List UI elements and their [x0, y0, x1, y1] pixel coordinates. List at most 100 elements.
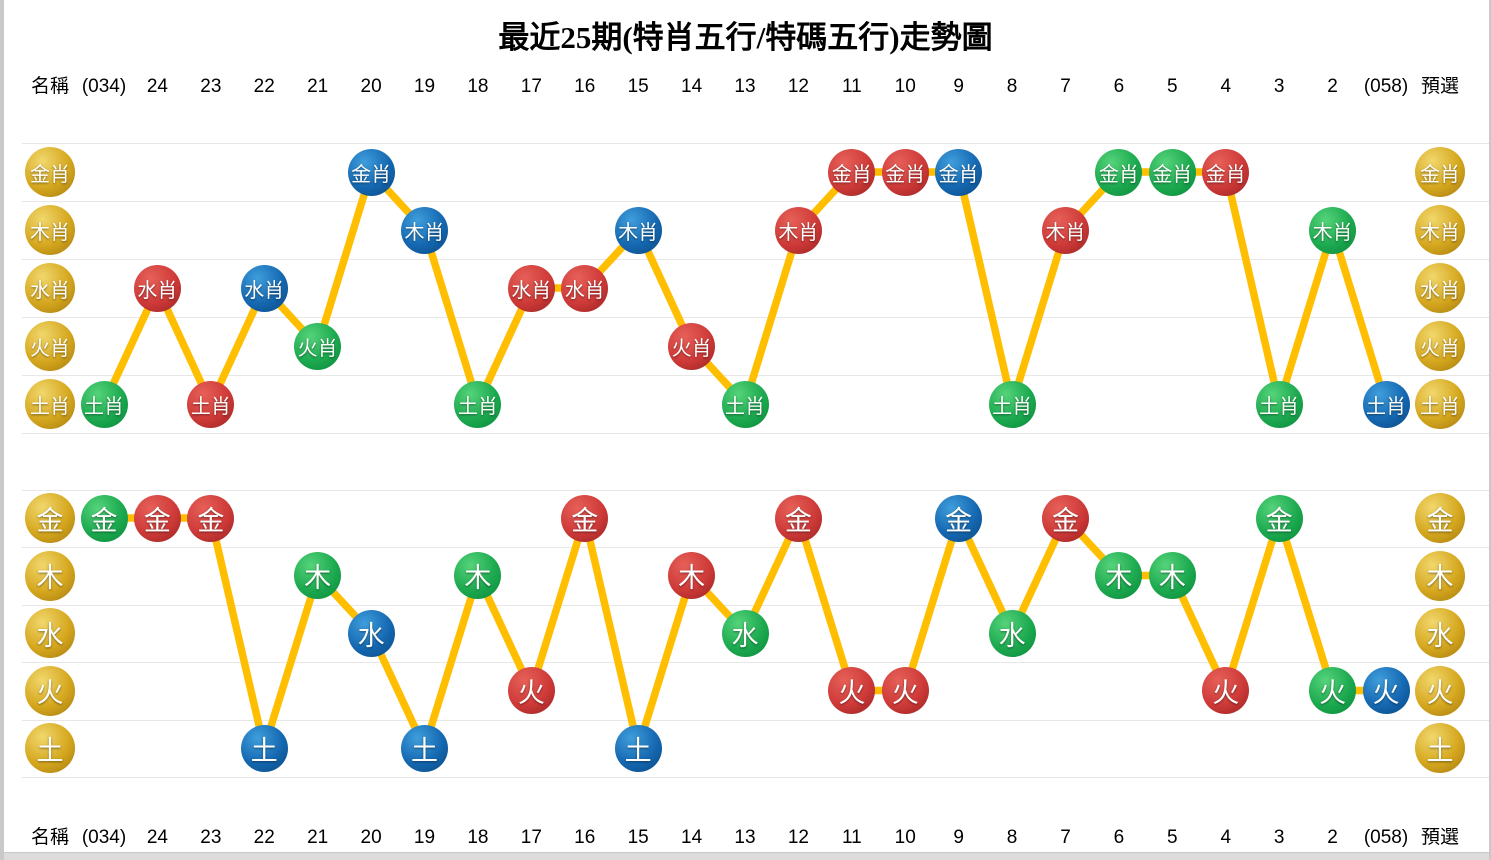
- data-point: 土肖: [721, 380, 769, 428]
- row-label-circle-right: 火: [1415, 665, 1465, 716]
- data-point: 水: [988, 609, 1036, 657]
- chart-gridline: [22, 433, 1489, 434]
- row-label-circle-right: 金肖: [1415, 147, 1465, 197]
- data-point: 木: [668, 552, 716, 599]
- period-label: 16: [574, 827, 596, 848]
- data-point: 木: [294, 552, 342, 599]
- period-label: 10: [894, 827, 916, 848]
- data-point: 木: [1148, 552, 1196, 599]
- period-label: 13: [734, 76, 756, 97]
- chart-gridline: [22, 143, 1489, 144]
- period-label: 12: [787, 827, 809, 848]
- data-point: 木: [454, 552, 502, 599]
- period-label: 19: [413, 827, 436, 848]
- chart-gridline: [22, 489, 1489, 491]
- period-label: 19: [413, 76, 436, 97]
- chart-gridline: [22, 259, 1489, 260]
- row-label-circle-right: 金: [1415, 493, 1465, 543]
- data-point: 火肖: [294, 322, 342, 370]
- left-window-edge: [0, 0, 4, 860]
- row-label-circle-right: 水: [1415, 608, 1465, 658]
- data-point: 土肖: [187, 380, 235, 428]
- footer-name-label: 名稱: [30, 827, 70, 848]
- data-point: 木肖: [1042, 206, 1089, 254]
- period-label: 5: [1167, 827, 1178, 848]
- data-point: 木肖: [614, 206, 662, 254]
- row-label-circle-left: 木: [25, 550, 75, 601]
- data-point: 水肖: [133, 264, 181, 312]
- period-label: 15: [627, 76, 649, 97]
- data-point: 金: [935, 494, 983, 542]
- row-label-circle-left: 火肖: [25, 321, 75, 371]
- data-point: 金肖: [347, 148, 395, 196]
- header-preselect-label: 預選: [1420, 76, 1460, 97]
- data-point: 火: [1202, 667, 1250, 714]
- period-label: 4: [1220, 76, 1232, 97]
- period-label: 14: [681, 76, 703, 97]
- period-label: 18: [467, 76, 489, 97]
- data-point: 金: [1255, 494, 1303, 542]
- row-label-circle-right: 木肖: [1415, 205, 1465, 255]
- period-label: 6: [1113, 76, 1125, 97]
- data-point: 火: [1309, 667, 1357, 714]
- data-point: 金: [80, 494, 128, 542]
- period-label: 17: [520, 827, 542, 848]
- data-point: 金: [187, 494, 235, 542]
- data-point: 火肖: [668, 322, 716, 370]
- data-point: 金肖: [935, 148, 983, 196]
- data-point: 金: [133, 494, 181, 542]
- period-label: 14: [681, 827, 703, 848]
- data-point: 金肖: [828, 148, 876, 196]
- period-label: 7: [1060, 76, 1071, 97]
- chart-gridline: [22, 719, 1489, 721]
- row-label-circle-left: 木肖: [25, 205, 75, 255]
- period-label: 21: [307, 76, 329, 97]
- period-label: 3: [1273, 76, 1285, 97]
- data-point: 土: [240, 724, 288, 772]
- period-label: 16: [574, 76, 596, 97]
- data-point: 金肖: [1148, 148, 1196, 196]
- footer-preselect-label: 預選: [1420, 827, 1460, 848]
- data-point: 木肖: [1309, 206, 1357, 254]
- row-label-circle-right: 土肖: [1415, 379, 1465, 429]
- period-label: 20: [360, 827, 382, 848]
- period-label: 13: [734, 827, 756, 848]
- row-label-circle-left: 金: [25, 493, 75, 543]
- period-label: 3: [1273, 827, 1285, 848]
- row-label-circle-right: 土: [1415, 723, 1465, 773]
- row-label-circle-left: 金肖: [25, 147, 75, 197]
- period-label: 6: [1113, 827, 1125, 848]
- period-label: 5: [1167, 76, 1178, 97]
- row-label-circle-left: 火: [25, 665, 75, 716]
- data-point: 水肖: [240, 264, 288, 312]
- data-point: 土肖: [988, 380, 1036, 428]
- period-label: 11: [841, 76, 862, 97]
- data-point: 水肖: [561, 264, 609, 312]
- data-point: 火: [828, 667, 876, 714]
- period-label: 8: [1006, 76, 1018, 97]
- period-label: (034): [81, 76, 127, 97]
- period-label: 21: [307, 827, 329, 848]
- row-label-circle-right: 木: [1415, 550, 1465, 601]
- data-point: 金肖: [1095, 148, 1143, 196]
- period-label: 24: [146, 76, 168, 97]
- data-point: 火: [507, 667, 555, 714]
- data-point: 火: [1362, 667, 1410, 714]
- right-window-edge: [1489, 0, 1491, 860]
- data-point: 土肖: [1255, 380, 1303, 428]
- period-label: 18: [467, 827, 489, 848]
- data-point: 金肖: [881, 148, 929, 196]
- row-label-circle-left: 土: [25, 723, 75, 773]
- header-name-label: 名稱: [30, 76, 70, 97]
- period-label: 23: [200, 76, 222, 97]
- period-label: (058): [1363, 827, 1409, 848]
- data-point: 水: [347, 609, 395, 657]
- chart-gridline: [22, 777, 1489, 778]
- chart-gridline: [22, 201, 1489, 202]
- period-label: 10: [894, 76, 916, 97]
- period-label: 20: [360, 76, 382, 97]
- horizontal-scrollbar[interactable]: [4, 852, 1489, 860]
- row-label-circle-left: 水肖: [25, 263, 75, 313]
